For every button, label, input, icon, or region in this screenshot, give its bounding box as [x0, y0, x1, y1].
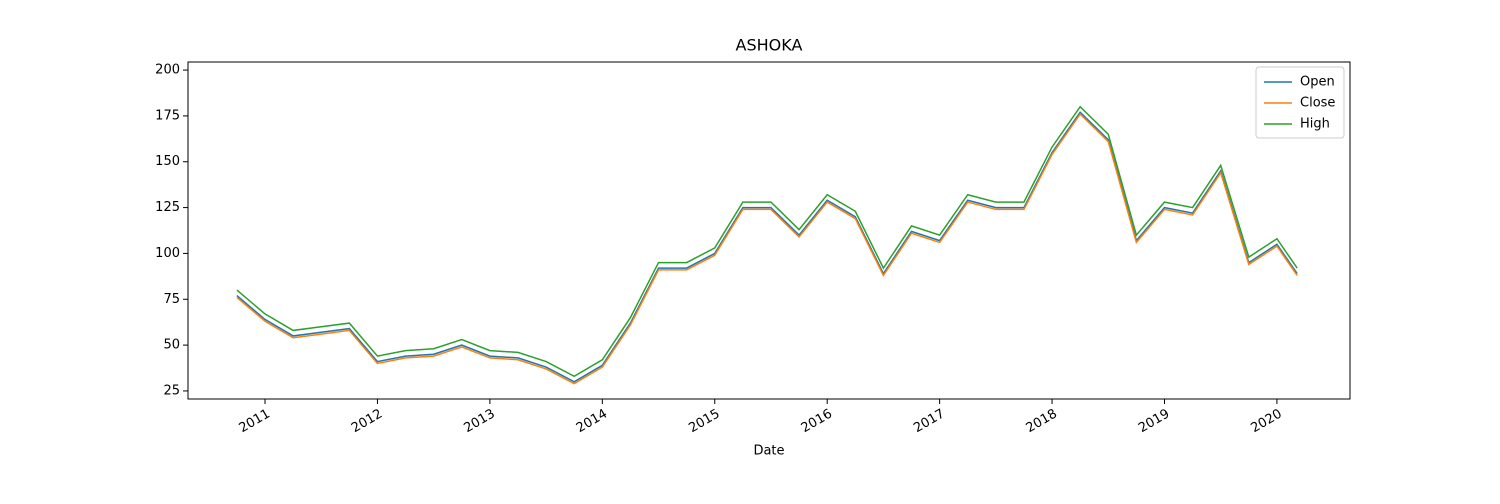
- legend-label: High: [1300, 117, 1330, 132]
- x-axis-label: Date: [753, 444, 784, 459]
- x-tick-label: 2012: [349, 407, 385, 437]
- y-tick-label: 100: [155, 246, 180, 261]
- x-tick-label: 2020: [1249, 407, 1285, 437]
- y-tick-label: 75: [163, 292, 180, 307]
- legend-label: Close: [1300, 96, 1335, 111]
- chart-title: ASHOKA: [736, 36, 803, 55]
- legend-label: Open: [1300, 75, 1335, 90]
- y-tick-label: 200: [155, 63, 180, 78]
- x-tick-label: 2018: [1024, 407, 1060, 437]
- series-line: [236, 111, 1298, 383]
- plot-frame: [187, 61, 1351, 400]
- series-line: [236, 112, 1298, 385]
- y-tick-label: 25: [163, 383, 180, 398]
- x-tick-label: 2013: [461, 407, 497, 437]
- y-tick-label: 175: [155, 108, 180, 123]
- legend-box: [1255, 66, 1345, 139]
- y-tick-label: 125: [155, 200, 180, 215]
- x-tick-label: 2015: [686, 407, 722, 437]
- x-tick-label: 2016: [799, 407, 835, 437]
- x-tick-label: 2017: [911, 407, 947, 437]
- series-line: [236, 105, 1298, 378]
- y-tick-label: 150: [155, 154, 180, 169]
- x-tick-label: 2014: [574, 407, 610, 437]
- x-tick-label: 2019: [1136, 407, 1172, 437]
- y-tick-label: 50: [163, 338, 180, 353]
- x-tick-label: 2011: [237, 407, 273, 437]
